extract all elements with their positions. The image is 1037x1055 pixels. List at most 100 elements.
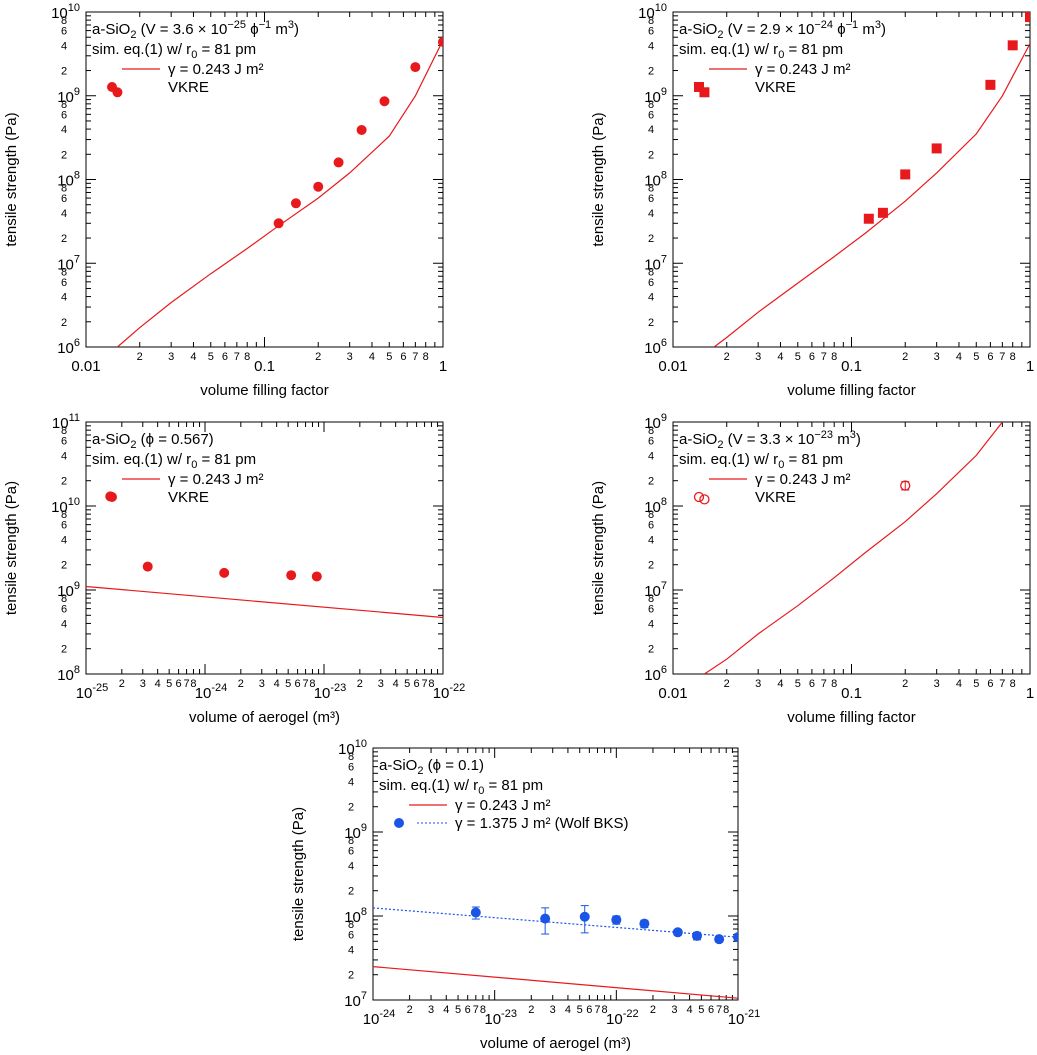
x-minor-tick-label: 7 — [999, 678, 1005, 690]
series-line — [373, 907, 738, 938]
plot-frame — [85, 421, 444, 675]
y-minor-tick-label: 4 — [61, 124, 67, 136]
series-line — [713, 43, 1030, 347]
y-minor-tick-label: 6 — [648, 604, 654, 616]
y-tick-label: 1011 — [52, 412, 80, 432]
y-minor-tick-label: 6 — [648, 520, 654, 532]
x-tick-label: 0.1 — [841, 685, 862, 702]
data-point — [540, 913, 551, 924]
x-minor-tick-label: 7 — [303, 678, 309, 690]
y-minor-tick-label: 4 — [648, 534, 654, 546]
data-point — [900, 480, 911, 491]
plot-frame — [672, 11, 1031, 348]
x-minor-tick-label: 2 — [238, 678, 244, 690]
y-minor-tick-label: 8 — [61, 266, 67, 278]
x-minor-tick-label: 5 — [166, 678, 172, 690]
y-minor-tick-label: 4 — [61, 618, 67, 630]
x-tick-label: 1 — [1026, 685, 1034, 702]
x-minor-tick-label: 7 — [234, 351, 240, 363]
x-tick-label: 0.1 — [841, 358, 862, 375]
data-point — [311, 571, 322, 582]
x-minor-tick-label: 6 — [987, 678, 993, 690]
x-minor-tick-label: 5 — [795, 678, 801, 690]
x-minor-tick-label: 5 — [455, 1004, 461, 1016]
x-minor-tick-label: 4 — [190, 351, 196, 363]
y-minor-tick-label: 2 — [648, 66, 654, 78]
data-point — [356, 124, 367, 135]
x-minor-tick-label: 6 — [987, 351, 993, 363]
y-minor-tick-label: 2 — [648, 317, 654, 329]
y-minor-tick-label: 8 — [61, 99, 67, 111]
y-minor-tick-label: 8 — [648, 425, 654, 437]
legend-entry-label: γ = 0.243 J m² — [455, 797, 550, 814]
legend-subtitle: sim. eq.(1) w/ r0 = 81 pm — [679, 451, 843, 471]
data-point — [333, 157, 344, 168]
x-minor-tick-label: 2 — [528, 1004, 534, 1016]
legend-marker — [394, 818, 404, 828]
chart-panel-5: 10-24 2 3 4 5 6 7 810-23 2 3 4 5 6 7 810-22 2 3 4 5 6 7 810-2… — [290, 738, 760, 1052]
data-point — [379, 96, 390, 107]
y-minor-tick-label: 2 — [348, 802, 354, 814]
y-tick-label: 107 — [644, 580, 667, 600]
plot-area — [699, 422, 1003, 674]
y-minor-tick-label: 2 — [61, 476, 67, 488]
y-tick-label: 109 — [644, 412, 667, 432]
x-minor-tick-label: 4 — [777, 351, 783, 363]
x-minor-tick-label: 3 — [934, 678, 940, 690]
x-tick-label: 10-24 — [363, 1008, 396, 1028]
y-tick-label: 1010 — [51, 496, 80, 516]
x-minor-tick-label: 8 — [309, 678, 315, 690]
x-minor-tick-label: 8 — [428, 678, 434, 690]
y-minor-tick-label: 8 — [648, 509, 654, 521]
legend-marker — [107, 82, 117, 92]
x-tick-label: 0.01 — [658, 685, 687, 702]
legend: a-SiO2 (V = 2.9 × 10−24 ϕ−1 m3)sim. eq.(… — [679, 19, 886, 96]
data-point — [733, 932, 738, 943]
y-minor-tick-label: 6 — [648, 26, 654, 38]
x-minor-tick-label: 5 — [404, 678, 410, 690]
x-minor-tick-label: 7 — [821, 351, 827, 363]
x-minor-tick-label: 8 — [831, 351, 837, 363]
chart-panel-4: 0.012 3 4 5 6 7 80.12 3 4 5 6 7 81106246810724681082… — [590, 412, 1034, 726]
data-point — [714, 934, 725, 945]
y-minor-tick-label: 4 — [648, 618, 654, 630]
x-minor-tick-label: 4 — [777, 678, 783, 690]
x-minor-tick-label: 3 — [428, 1004, 434, 1016]
y-tick-label: 107 — [57, 253, 80, 273]
data-point — [273, 218, 284, 229]
x-minor-tick-label: 3 — [671, 1004, 677, 1016]
data-point — [639, 918, 650, 929]
x-tick-label: 0.01 — [658, 358, 687, 375]
x-tick-label: 10-25 — [76, 682, 109, 702]
y-tick-label: 107 — [644, 253, 667, 273]
y-minor-tick-label: 6 — [348, 846, 354, 858]
y-axis-label: tensile strength (Pa) — [590, 112, 607, 246]
y-minor-tick-label: 2 — [61, 644, 67, 656]
legend-entry-label: γ = 0.243 J m² — [168, 61, 263, 78]
x-minor-tick-label: 8 — [190, 678, 196, 690]
y-minor-tick-label: 8 — [648, 593, 654, 605]
chart-panel-2: 0.012 3 4 5 6 7 80.12 3 4 5 6 7 81106246810724681082… — [590, 2, 1034, 399]
y-minor-tick-label: 6 — [648, 436, 654, 448]
x-minor-tick-label: 3 — [934, 351, 940, 363]
data-point — [438, 36, 443, 47]
legend-title: a-SiO2 (V = 3.6 × 10−25 ϕ−1 m3) — [92, 19, 299, 41]
y-tick-label: 106 — [644, 337, 667, 357]
data-point — [410, 62, 421, 73]
x-axis-label: volume filling factor — [200, 382, 328, 399]
x-minor-tick-label: 7 — [716, 1004, 722, 1016]
data-point — [1025, 12, 1030, 23]
data-point — [985, 79, 996, 90]
legend-title: a-SiO2 (ϕ = 0.567) — [92, 431, 214, 451]
chart-panel-1: 0.012 3 4 5 6 7 80.12 3 4 5 6 7 81106246810724681082… — [3, 2, 447, 399]
series-line — [86, 585, 443, 619]
x-minor-tick-label: 4 — [956, 351, 962, 363]
y-minor-tick-label: 2 — [648, 476, 654, 488]
data-point — [219, 567, 230, 578]
y-minor-tick-label: 4 — [648, 40, 654, 52]
x-minor-tick-label: 4 — [369, 351, 375, 363]
series-line — [117, 39, 443, 347]
x-minor-tick-label: 3 — [755, 351, 761, 363]
plot-frame — [85, 11, 444, 348]
y-tick-label: 106 — [644, 664, 667, 684]
